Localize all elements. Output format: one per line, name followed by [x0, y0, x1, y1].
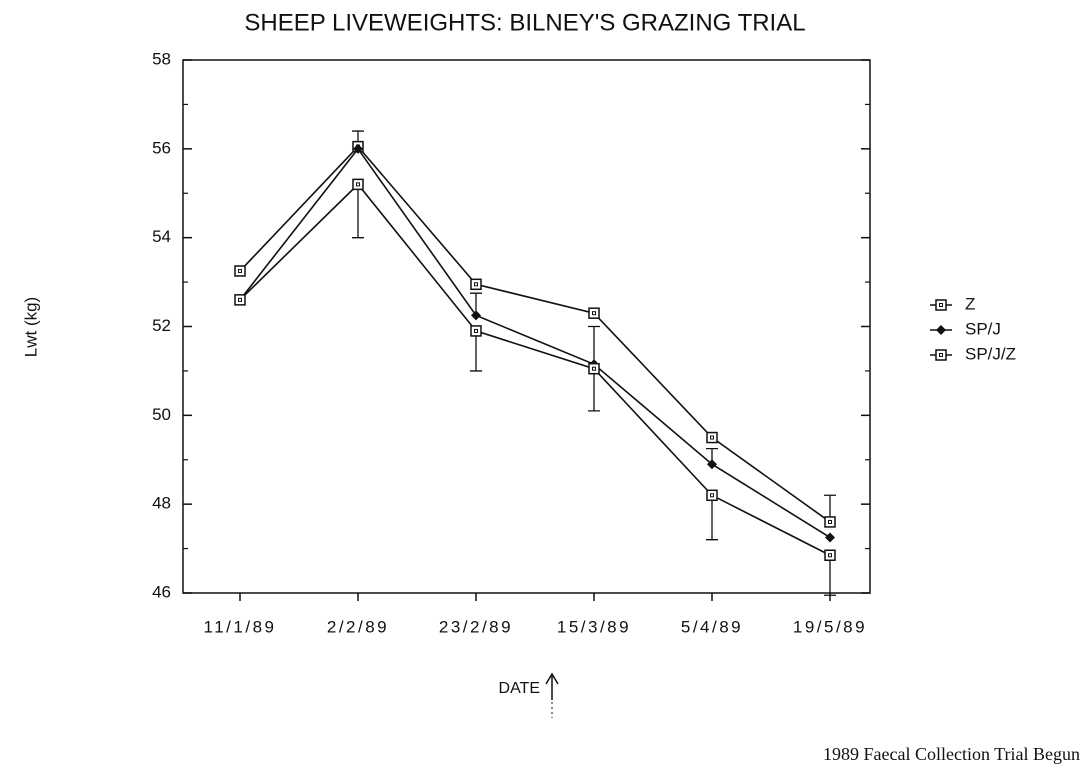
x-tick-label: 2/2/89: [327, 617, 389, 636]
x-tick-label: 5/4/89: [681, 617, 743, 636]
x-tick-label: 15/3/89: [557, 617, 631, 636]
marker: [824, 549, 836, 561]
marker: [234, 294, 246, 306]
plot-frame: [182, 59, 871, 594]
marker-inner: [592, 366, 596, 371]
y-tick-label: 58: [152, 49, 171, 68]
marker: [352, 178, 364, 191]
marker-inner: [356, 182, 360, 187]
marker: [234, 265, 246, 277]
legend-label: Z: [965, 294, 975, 313]
annotation-arrow: [545, 672, 559, 700]
y-axis-label: Lwt (kg): [21, 297, 40, 357]
legend-label: SP/J/Z: [965, 344, 1016, 363]
error-bar: [470, 330, 482, 372]
annotation: 1989 Faecal Collection Trial Begun: [823, 744, 1080, 764]
y-tick-label: 46: [152, 582, 171, 601]
error-bar: [352, 184, 364, 239]
y-tick-label: 54: [152, 227, 171, 246]
marker: [935, 349, 947, 361]
marker: [471, 310, 481, 321]
x-axis-label: DATE: [499, 680, 540, 697]
marker-inner: [828, 519, 832, 524]
series-line: [239, 147, 831, 539]
marker: [825, 532, 835, 543]
error-bar: [706, 495, 718, 541]
error-bar: [824, 555, 836, 596]
series-line: [239, 145, 831, 523]
marker-inner: [939, 303, 943, 307]
series-line: [239, 183, 831, 556]
marker: [588, 362, 600, 375]
marker: [706, 431, 718, 444]
marker-inner: [828, 553, 832, 558]
marker: [470, 325, 482, 337]
marker: [470, 278, 482, 291]
marker-inner: [710, 493, 714, 498]
marker-inner: [238, 268, 242, 273]
marker-inner: [474, 282, 478, 287]
y-tick-label: 52: [152, 316, 171, 335]
marker: [935, 299, 947, 311]
marker-inner: [474, 328, 478, 333]
y-tick-label: 48: [152, 494, 171, 513]
marker: [936, 325, 946, 335]
error-bar: [588, 325, 600, 365]
y-tick-label: 56: [152, 138, 171, 157]
marker: [706, 489, 718, 502]
y-tick-label: 50: [152, 405, 171, 424]
marker-inner: [592, 311, 596, 316]
marker: [353, 143, 363, 154]
x-tick-label: 23/2/89: [439, 617, 513, 636]
marker: [707, 459, 717, 470]
legend-label: SP/J: [965, 319, 1001, 338]
marker: [588, 307, 600, 319]
x-tick-label: 11/1/89: [204, 617, 277, 636]
marker-inner: [710, 435, 714, 440]
marker: [824, 516, 836, 528]
x-tick-label: 19/5/89: [793, 617, 867, 636]
chart-title: SHEEP LIVEWEIGHTS: BILNEY'S GRAZING TRIA…: [244, 9, 805, 36]
marker-inner: [939, 353, 943, 357]
marker-inner: [238, 297, 242, 302]
error-bar: [588, 368, 600, 412]
